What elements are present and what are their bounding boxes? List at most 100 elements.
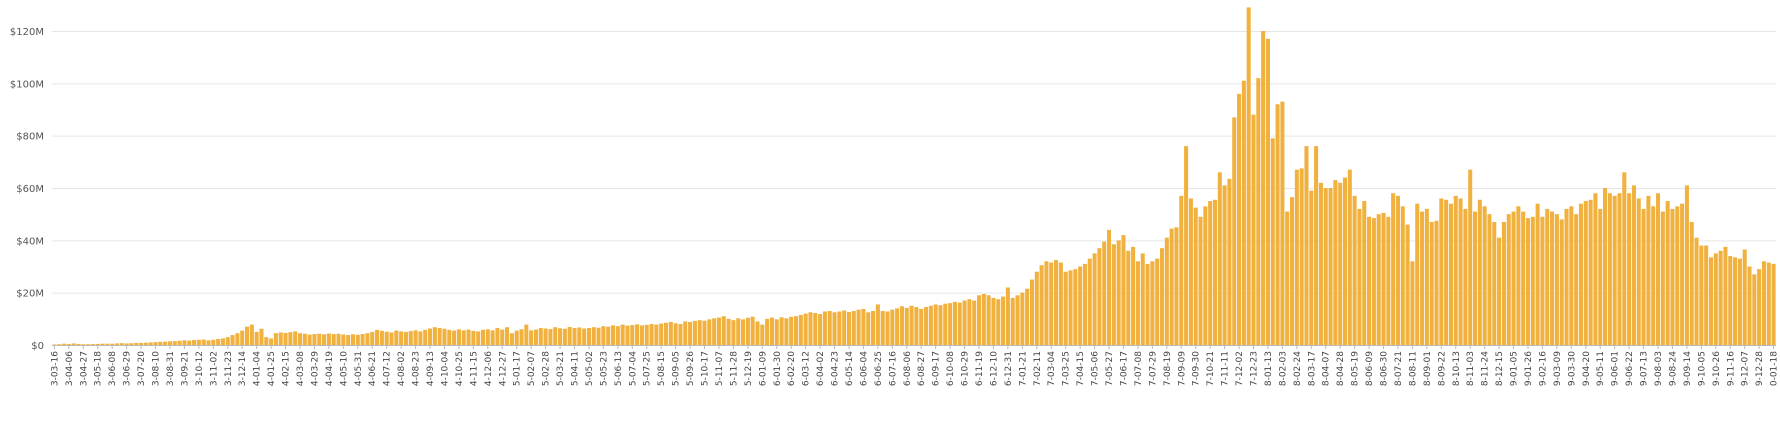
bar xyxy=(1405,224,1410,345)
bar xyxy=(1338,182,1343,345)
x-tick-label: 7-06-17 xyxy=(1119,351,1129,386)
bar xyxy=(822,311,827,345)
x-tick-label: 4-05-31 xyxy=(354,351,364,386)
bar xyxy=(986,295,991,345)
bar xyxy=(312,334,317,345)
x-tick-label: 5-11-07 xyxy=(715,351,725,386)
x-tick-label: 8-03-17 xyxy=(1307,351,1317,386)
bar xyxy=(1569,206,1574,345)
bar xyxy=(1049,262,1054,345)
bar xyxy=(630,325,635,345)
x-tick-label: 7-05-27 xyxy=(1105,351,1115,386)
bar xyxy=(779,317,784,345)
bar xyxy=(548,329,553,345)
x-tick-label: 4-03-08 xyxy=(296,351,306,386)
x-tick-label: 4-11-15 xyxy=(469,351,479,386)
x-tick-label: 9-05-11 xyxy=(1596,351,1606,386)
bar xyxy=(452,330,457,345)
x-tick-label: 7-02-11 xyxy=(1033,351,1043,386)
bar xyxy=(1025,288,1030,345)
bar xyxy=(697,320,702,345)
x-tick-label: 4-06-21 xyxy=(368,351,378,386)
x-tick-label: 3-10-12 xyxy=(195,351,205,386)
bar xyxy=(1434,220,1439,345)
x-tick-label: 4-10-25 xyxy=(455,351,465,386)
bar xyxy=(1020,292,1025,345)
labels: $0 $20M $40M $60M $80M $100M $120M 3-03-16 3-04-… xyxy=(10,27,1780,386)
bar xyxy=(933,304,938,345)
x-tick-label: 4-05-10 xyxy=(339,351,349,386)
bar xyxy=(105,343,110,345)
bar xyxy=(567,326,572,345)
bar xyxy=(1169,228,1174,345)
bar xyxy=(418,331,423,345)
bar xyxy=(1150,261,1155,345)
bar xyxy=(1675,206,1680,345)
x-tick-label: 9-04-20 xyxy=(1582,351,1592,386)
x-tick-label: 3-11-02 xyxy=(209,351,219,386)
x-tick-label: 9-10-26 xyxy=(1712,351,1722,386)
bar xyxy=(957,302,962,345)
bar xyxy=(1574,214,1579,345)
bar xyxy=(225,337,230,345)
x-tick-label: 3-07-20 xyxy=(137,351,147,386)
bar xyxy=(832,312,837,345)
bar xyxy=(129,343,134,345)
bar xyxy=(192,340,197,345)
bar xyxy=(1116,240,1121,345)
x-tick-label: 5-12-19 xyxy=(744,351,754,386)
bar xyxy=(991,297,996,345)
bar xyxy=(731,320,736,345)
x-tick-label: 3-08-10 xyxy=(152,351,162,386)
bar xyxy=(86,344,91,345)
bar xyxy=(336,333,341,345)
bar xyxy=(1285,211,1290,345)
bar xyxy=(302,333,307,345)
x-tick-label: 6-12-31 xyxy=(1004,351,1014,386)
bar xyxy=(317,333,322,345)
bar xyxy=(235,333,240,345)
x-tick-label: 4-04-19 xyxy=(325,351,335,386)
bar xyxy=(52,344,57,345)
bar xyxy=(466,329,471,345)
bar xyxy=(1179,195,1184,345)
bar xyxy=(818,314,823,345)
bar xyxy=(476,331,481,345)
bar xyxy=(1684,185,1689,345)
bar xyxy=(793,316,799,345)
bar xyxy=(240,330,245,345)
bar xyxy=(914,307,919,345)
bar xyxy=(1328,188,1333,345)
bar xyxy=(428,328,433,345)
x-tick-label: 7-03-25 xyxy=(1062,351,1072,386)
bar xyxy=(394,330,399,345)
bar xyxy=(1381,212,1386,345)
x-tick-label: 6-06-04 xyxy=(859,351,869,386)
bar xyxy=(591,327,596,345)
bar xyxy=(471,330,476,345)
bar xyxy=(1530,216,1535,345)
bar xyxy=(842,310,847,345)
x-tick-label: 3-12-14 xyxy=(238,351,248,386)
bar xyxy=(572,327,577,345)
bar xyxy=(1111,244,1116,345)
x-tick-label: 8-02-24 xyxy=(1293,351,1303,386)
bar xyxy=(139,342,144,345)
bar xyxy=(1559,219,1564,345)
bar xyxy=(1073,269,1078,345)
bar xyxy=(1126,250,1131,345)
bar xyxy=(856,309,861,345)
bar xyxy=(1261,31,1266,345)
bar xyxy=(365,333,370,345)
bar xyxy=(1309,190,1314,345)
bar xyxy=(1039,265,1044,345)
x-tick-label: 3-06-29 xyxy=(123,351,133,386)
bar xyxy=(1342,177,1348,345)
x-tick-label: 7-10-21 xyxy=(1206,351,1216,386)
bar xyxy=(461,330,466,345)
x-tick-label: 5-07-04 xyxy=(628,351,638,386)
x-tick-label: 6-01-30 xyxy=(773,351,783,386)
bar xyxy=(1386,216,1391,345)
x-tick-label: 7-09-09 xyxy=(1177,351,1187,386)
bar xyxy=(1593,193,1598,345)
